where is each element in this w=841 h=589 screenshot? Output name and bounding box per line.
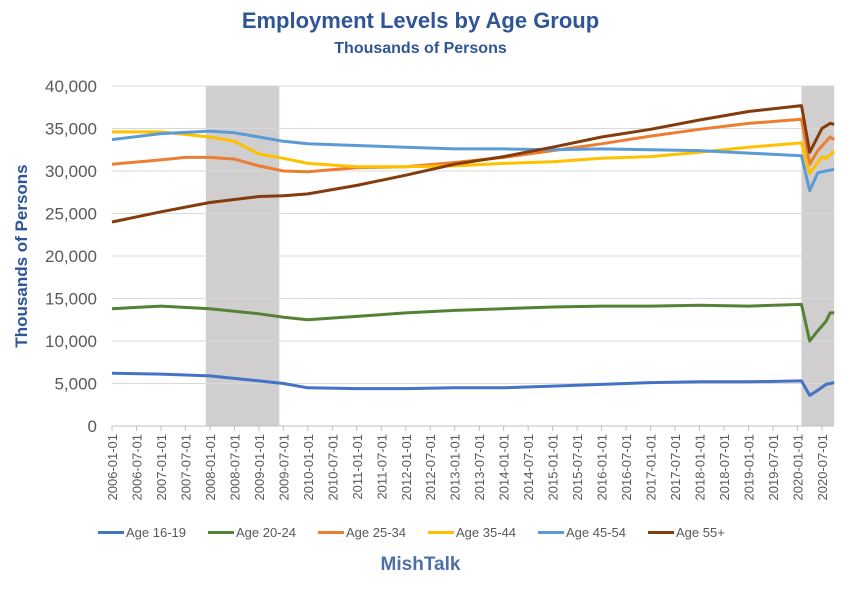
x-tick-label: 2011-07-01 <box>374 434 389 500</box>
x-tick-label: 2020-01-01 <box>790 434 805 501</box>
legend-label: Age 25-34 <box>346 525 406 540</box>
legend-item: Age 45-54 <box>538 525 626 540</box>
legend-swatch <box>428 531 454 534</box>
series-line-age-55- <box>111 104 835 224</box>
series-line-age-20-24 <box>111 302 835 343</box>
x-tick-label: 2006-01-01 <box>105 434 120 501</box>
legend-swatch <box>538 531 564 534</box>
x-tick-label: 2015-01-01 <box>546 434 561 501</box>
legend-item: Age 16-19 <box>98 525 186 540</box>
x-tick-label: 2019-07-01 <box>766 434 781 501</box>
series-line-age-35-44 <box>112 130 836 175</box>
legend-item: Age 20-24 <box>208 525 296 540</box>
x-tick-label: 2008-01-01 <box>203 434 218 501</box>
x-tick-label: 2018-07-01 <box>717 434 732 501</box>
series-line-age-45-54 <box>111 129 835 193</box>
y-tick-label: 15,000 <box>45 290 97 309</box>
x-tick-label: 2016-01-01 <box>595 434 610 501</box>
x-tick-label: 2008-07-01 <box>227 434 242 501</box>
legend-swatch <box>318 531 344 534</box>
series-line-age-16-19 <box>111 371 835 397</box>
x-tick-label: 2011-01-01 <box>350 434 365 500</box>
y-tick-label: 0 <box>88 417 97 436</box>
y-tick-label: 25,000 <box>45 205 97 224</box>
x-tick-label: 2007-01-01 <box>154 434 169 501</box>
y-tick-label: 20,000 <box>45 247 97 266</box>
legend-label: Age 35-44 <box>456 525 516 540</box>
chart-title: Employment Levels by Age Group <box>241 8 600 33</box>
brand-label: MishTalk <box>380 554 461 575</box>
x-tick-label: 2013-07-01 <box>472 434 487 501</box>
legend-swatch <box>98 531 124 534</box>
x-tick-label: 2015-07-01 <box>570 434 585 501</box>
y-tick-label: 40,000 <box>45 77 97 96</box>
x-tick-label: 2020-07-01 <box>815 434 830 501</box>
y-tick-label: 5,000 <box>54 375 97 394</box>
x-tick-label: 2017-07-01 <box>668 434 683 501</box>
y-tick-label: 35,000 <box>45 120 97 139</box>
legend-swatch <box>208 531 234 534</box>
x-tick-label: 2012-01-01 <box>399 434 414 501</box>
legend-label: Age 55+ <box>676 525 725 540</box>
y-axis-title: Thousands of Persons <box>12 164 31 347</box>
x-tick-label: 2006-07-01 <box>129 434 144 501</box>
y-tick-label: 30,000 <box>45 162 97 181</box>
legend-label: Age 16-19 <box>126 525 186 540</box>
x-tick-label: 2017-01-01 <box>644 434 659 501</box>
legend-swatch <box>648 531 674 534</box>
x-tick-label: 2009-01-01 <box>252 434 267 501</box>
x-tick-label: 2016-07-01 <box>619 434 634 501</box>
legend-item: Age 35-44 <box>428 525 516 540</box>
y-tick-label: 10,000 <box>45 332 97 351</box>
legend-item: Age 25-34 <box>318 525 406 540</box>
x-tick-label: 2014-07-01 <box>521 434 536 501</box>
x-tick-label: 2010-01-01 <box>301 434 316 501</box>
x-tick-label: 2019-01-01 <box>741 434 756 501</box>
chart-subtitle: Thousands of Persons <box>334 40 507 57</box>
x-tick-label: 2014-01-01 <box>497 434 512 501</box>
x-tick-label: 2007-07-01 <box>178 434 193 501</box>
x-tick-label: 2010-07-01 <box>325 434 340 501</box>
x-tick-label: 2018-01-01 <box>693 434 708 501</box>
legend-item: Age 55+ <box>648 525 725 540</box>
legend-label: Age 45-54 <box>566 525 626 540</box>
legend: Age 16-19 Age 20-24 Age 25-34 Age 35-44 Age … <box>98 525 747 540</box>
legend-label: Age 20-24 <box>236 525 296 540</box>
x-tick-label: 2013-01-01 <box>448 434 463 501</box>
x-tick-label: 2009-07-01 <box>276 434 291 501</box>
x-tick-label: 2012-07-01 <box>423 434 438 501</box>
